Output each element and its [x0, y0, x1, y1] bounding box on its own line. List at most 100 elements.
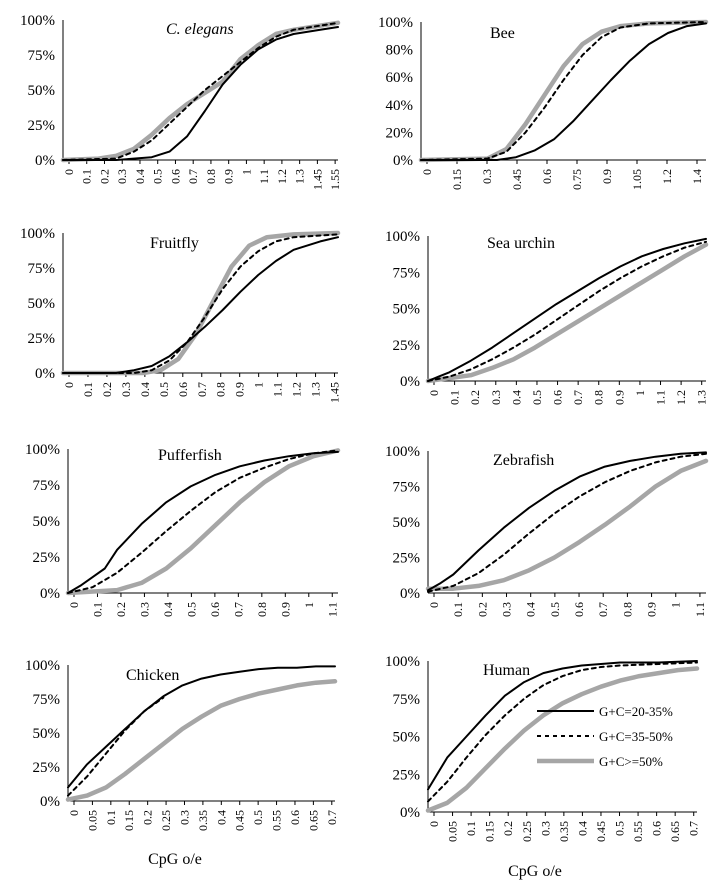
x-tick-label: 0: [62, 169, 76, 175]
x-tick-label: 0.3: [115, 169, 129, 184]
x-tick-label: 0.4: [214, 810, 228, 825]
x-tick-label: 1.45: [328, 382, 342, 403]
x-tick-label: 1: [302, 602, 316, 608]
panel-title: C. elegans: [166, 21, 234, 38]
x-tick-label: 0.5: [157, 382, 171, 397]
x-tick-label: 0.9: [645, 602, 659, 617]
y-tick-label: 20%: [386, 125, 414, 141]
panel-fruitfly: 0% 25% 50% 75% 100% 0 0.1 0.2 0.3 0.4 0.5 0.6 0.7 0.8…: [20, 226, 342, 403]
panel-pufferfish: 0% 25% 50% 75% 100% 0 0.1 0.2 0.3 0.4 0.5 0.6 0.7 0.8…: [25, 442, 341, 617]
x-tick-label: 0.1: [90, 602, 104, 617]
x-tick-label: 0.3: [500, 602, 514, 617]
series-line-0: [67, 450, 339, 594]
x-tick-label: 0.6: [572, 602, 586, 617]
x-tick-label: 0.2: [97, 169, 111, 184]
y-tick-label: 75%: [28, 48, 56, 64]
panel-zebrafish: 0% 25% 50% 75% 100% 0 0.1 0.2 0.3 0.4 0.5 0.6 0.7 0.8…: [385, 444, 709, 617]
x-tick-label: 0.5: [184, 602, 198, 617]
y-tick-label: 0%: [393, 153, 413, 169]
y-tick-label: 25%: [28, 118, 56, 134]
series-line-2: [60, 20, 341, 163]
panel-title: Bee: [490, 25, 515, 42]
x-tick-label: 1: [669, 602, 683, 608]
legend-label: G+C>=50%: [599, 754, 663, 769]
y-tick-label: 25%: [393, 338, 421, 354]
y-tick-label: 40%: [386, 98, 414, 114]
y-tick-label: 75%: [393, 692, 421, 708]
x-tick-label: 0.45: [233, 810, 247, 831]
x-tick-label: 0.5: [151, 169, 165, 184]
x-tick-label: 0.7: [596, 602, 610, 617]
series-line-2: [425, 666, 700, 813]
panel-title: Human: [483, 662, 530, 679]
x-tick-label: 0.05: [446, 821, 460, 842]
x-tick-label: 0.6: [288, 810, 302, 825]
x-tick-label: 0.2: [501, 821, 515, 836]
series-line-2: [425, 458, 709, 591]
x-tick-label: 0.4: [509, 390, 523, 405]
x-tick-label: 0.4: [161, 602, 175, 617]
x-tick-label: 0.7: [687, 821, 701, 836]
x-tick-label: 0.6: [168, 169, 182, 184]
x-tick-label: 1.1: [693, 602, 707, 617]
y-tick-label: 75%: [33, 692, 61, 708]
series-line-1: [420, 21, 707, 161]
x-tick-label: 0.6: [650, 821, 664, 836]
x-tick-label: 0: [427, 390, 441, 396]
x-tick-label: 0.35: [557, 821, 571, 842]
series-line-1: [67, 449, 339, 594]
x-tick-label: 0.4: [575, 821, 589, 836]
x-tick-label: 0.9: [600, 169, 614, 184]
x-tick-label: 0.9: [612, 390, 626, 405]
x-tick-label: 0.6: [540, 169, 554, 184]
x-tick-label: 0.8: [214, 382, 228, 397]
x-tick-label: 1.1: [271, 382, 285, 397]
y-tick-label: 0%: [40, 586, 60, 602]
x-tick-label: 0: [420, 169, 434, 175]
series-line-2: [65, 679, 338, 802]
legend-label: G+C=35-50%: [599, 729, 673, 744]
panel-sea-urchin: 0% 25% 50% 75% 100% 0 0.1 0.2 0.3 0.4 0.5 0.6 0.7 0.8…: [385, 229, 709, 405]
y-tick-label: 50%: [33, 514, 61, 530]
x-tick-label: 0.3: [489, 390, 503, 405]
legend: G+C=20-35% G+C=35-50% G+C>=50%: [537, 704, 673, 769]
panel-title: Pufferfish: [158, 447, 222, 464]
x-tick-label: 0.4: [524, 602, 538, 617]
y-tick-label: 25%: [33, 550, 61, 566]
x-tick-label: 0.7: [325, 810, 339, 825]
x-axis-label: CpG o/e: [148, 851, 202, 868]
x-tick-label: 1.2: [674, 390, 688, 405]
x-tick-label: 0.2: [141, 810, 155, 825]
series-line-1: [427, 452, 707, 593]
x-tick-label: 0: [427, 602, 441, 608]
x-tick-label: 1.1: [325, 602, 339, 617]
x-tick-label: 0.8: [204, 169, 218, 184]
x-tick-label: 0.9: [222, 169, 236, 184]
x-tick-label: 0.7: [195, 382, 209, 397]
y-tick-label: 75%: [393, 480, 421, 496]
series-line-1: [67, 696, 165, 797]
series-line-0: [427, 451, 707, 592]
y-tick-label: 100%: [385, 654, 420, 670]
panel-title: Chicken: [126, 667, 179, 684]
series-line-0: [62, 26, 339, 161]
y-tick-label: 75%: [393, 265, 421, 281]
x-tick-label: 0: [67, 810, 81, 816]
x-tick-label: 0.1: [448, 390, 462, 405]
panel-chicken: 0% 25% 50% 75% 100% 0 0.05 0.1 0.15 0.2 0.25 0.3 0.3…: [25, 658, 339, 831]
x-tick-label: 0.8: [620, 602, 634, 617]
x-tick-label: 0: [62, 382, 76, 388]
y-tick-label: 100%: [25, 442, 60, 458]
x-tick-label: 1.2: [660, 169, 674, 184]
y-tick-label: 75%: [33, 478, 61, 494]
x-tick-label: 0.5: [251, 810, 265, 825]
x-tick-label: 0.05: [85, 810, 99, 831]
x-tick-label: 0.25: [520, 821, 534, 842]
y-tick-label: 0%: [35, 153, 55, 169]
y-tick-label: 0%: [35, 366, 55, 382]
x-tick-label: 0.5: [530, 390, 544, 405]
x-tick-label: 1: [239, 169, 253, 175]
x-tick-label: 0: [427, 821, 441, 827]
panel-bee: 0% 20% 40% 60% 80% 100% 0 0.15 0.3 0.45 0.6 0.75 0.9…: [378, 15, 709, 190]
